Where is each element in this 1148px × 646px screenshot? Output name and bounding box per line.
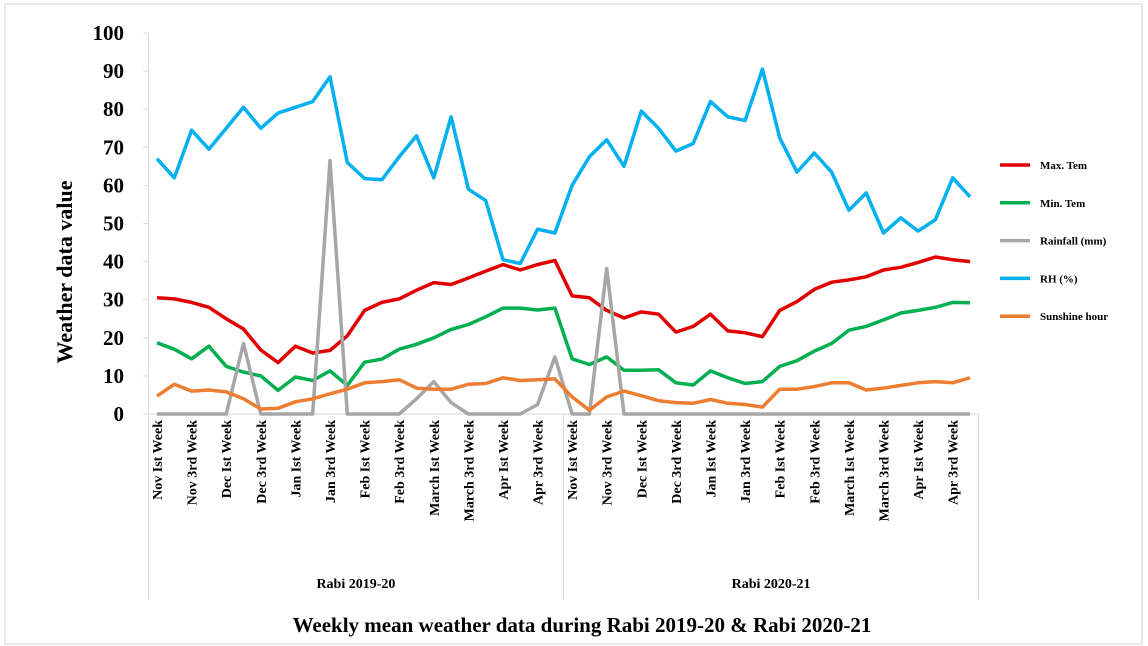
x-tick-label: Nov Ist Week [151,420,166,500]
x-tick-label: Apr Ist Week [912,420,927,500]
x-tick-label: Nov 3rd Week [601,420,616,506]
y-tick-label: 30 [103,288,124,312]
y-tick-label: 0 [114,402,125,426]
x-tick-label: Jan 3rd Week [739,420,754,503]
y-tick-label: 90 [103,59,124,83]
x-tick-label: Apr 3rd Week [947,420,962,505]
y-tick-label: 60 [103,173,124,197]
y-tick-label: 100 [93,21,125,45]
x-tick-label: Feb 3rd Week [808,420,823,504]
x-tick-label: March 3rd Week [878,420,893,522]
x-tick-label: March Ist Week [428,420,443,516]
x-tick-label: Feb Ist Week [359,420,374,499]
legend-label: Sunshine hour [1040,311,1108,323]
y-tick-label: 10 [103,364,124,388]
y-tick-label: 50 [103,212,124,236]
chart-border [4,3,1143,645]
x-tick-label: Dec Ist Week [635,420,650,498]
x-tick-label: Feb Ist Week [774,420,789,499]
x-tick-label: Feb 3rd Week [393,420,408,504]
chart-title: Weekly mean weather data during Rabi 201… [293,613,872,637]
series-line [156,376,971,412]
legend-label: Min. Tem [1040,198,1085,210]
series-line [156,300,971,393]
x-tick-label: Jan Ist Week [289,420,304,498]
x-tick-label: Apr 3rd Week [532,420,547,505]
group-label: Rabi 2020-21 [732,577,811,592]
x-tick-label: Dec 3rd Week [255,420,270,504]
y-tick-label: 20 [103,326,124,350]
x-tick-label: Dec Ist Week [220,420,235,498]
x-tick-label: Apr Ist Week [497,420,512,500]
x-tick-label: March Ist Week [843,420,858,516]
x-tick-label: Jan 3rd Week [324,420,339,503]
legend-label: Rainfall (mm) [1040,236,1107,248]
x-tick-label: Nov Ist Week [566,420,581,500]
series-line [155,67,972,266]
series-line [156,255,971,365]
x-tick-label: March 3rd Week [462,420,477,522]
series-line [157,158,970,416]
legend-label: RH (%) [1040,273,1078,285]
x-tick-label: Jan Ist Week [705,420,720,498]
y-tick-label: 70 [103,135,124,159]
y-axis-label: Weather data value [52,180,77,363]
y-tick-label: 40 [103,250,124,274]
y-tick-label: 80 [103,97,124,121]
x-tick-label: Nov 3rd Week [186,420,201,506]
legend-label: Max. Tem [1040,160,1087,172]
x-tick-label: Dec 3rd Week [670,420,685,504]
group-label: Rabi 2019-20 [316,577,395,592]
